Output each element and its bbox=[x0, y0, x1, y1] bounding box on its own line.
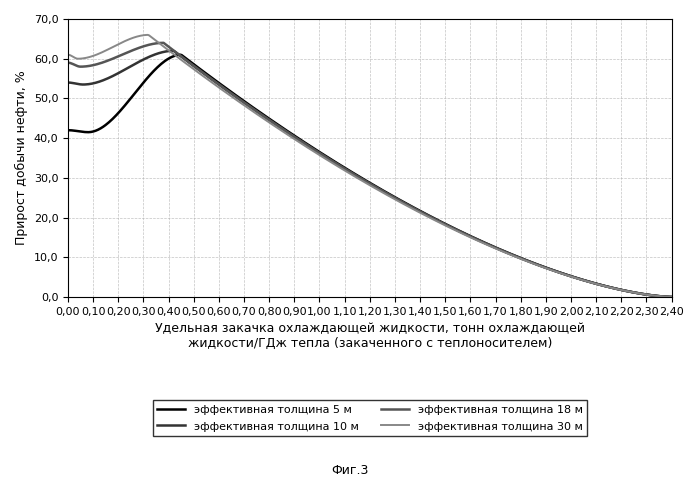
Y-axis label: Прирост добычи нефти, %: Прирост добычи нефти, % bbox=[15, 70, 28, 245]
Text: Фиг.3: Фиг.3 bbox=[331, 464, 368, 477]
X-axis label: Удельная закачка охлаждающей жидкости, тонн охлаждающей
жидкости/ГДж тепла (зака: Удельная закачка охлаждающей жидкости, т… bbox=[154, 322, 585, 350]
Legend: эффективная толщина 5 м, эффективная толщина 10 м, эффективная толщина 18 м, эфф: эффективная толщина 5 м, эффективная тол… bbox=[152, 400, 587, 436]
